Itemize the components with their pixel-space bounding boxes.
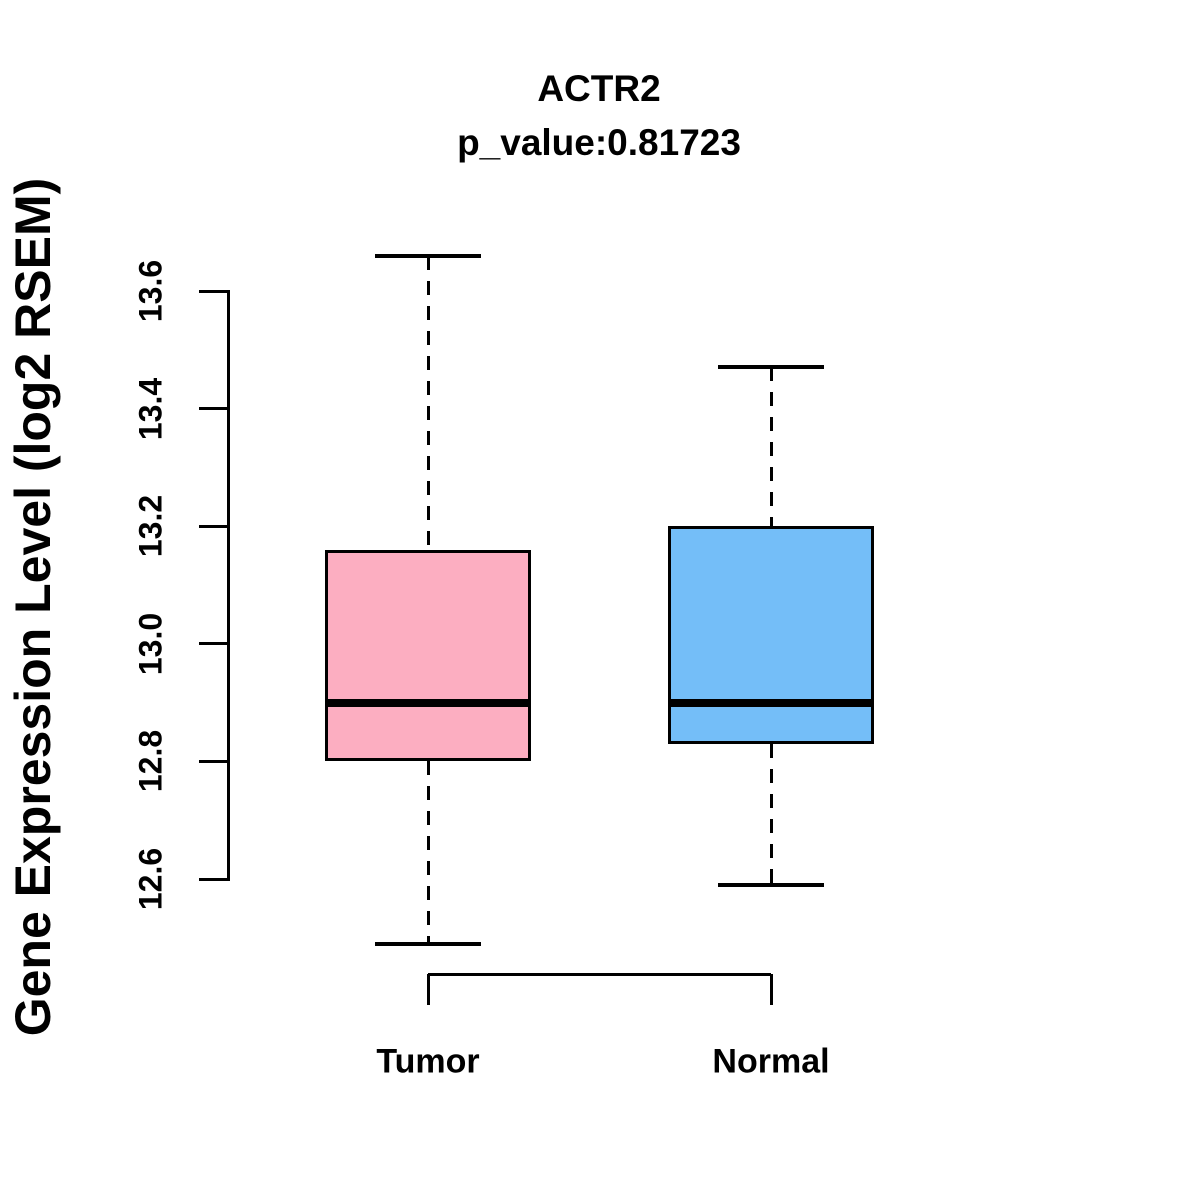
iqr-box [668, 526, 874, 744]
y-axis-line [226, 289, 230, 881]
lower-whisker-line [426, 761, 430, 944]
x-tick-mark [769, 974, 773, 1005]
upper-whisker-line [426, 255, 430, 550]
y-tick-mark [199, 524, 228, 528]
y-tick-mark [199, 289, 228, 293]
category-label-tumor: Tumor [376, 1042, 480, 1081]
upper-whisker-cap [718, 365, 824, 370]
chart-subtitle: p_value:0.81723 [457, 122, 741, 163]
upper-whisker-line [769, 367, 773, 527]
x-tick-mark [426, 974, 430, 1005]
lower-whisker-cap [375, 941, 481, 946]
upper-whisker-cap [375, 253, 481, 258]
x-axis-line [428, 972, 771, 976]
lower-whisker-cap [718, 882, 824, 887]
lower-whisker-line [769, 743, 773, 885]
median-line [325, 698, 531, 707]
y-tick-mark [199, 642, 228, 646]
y-tick-mark [199, 759, 228, 763]
iqr-box [325, 549, 531, 762]
category-label-normal: Normal [712, 1042, 830, 1081]
median-line [668, 698, 874, 707]
y-tick-mark [199, 407, 228, 411]
y-tick-mark [199, 877, 228, 881]
chart-title: ACTR2 [537, 68, 661, 109]
